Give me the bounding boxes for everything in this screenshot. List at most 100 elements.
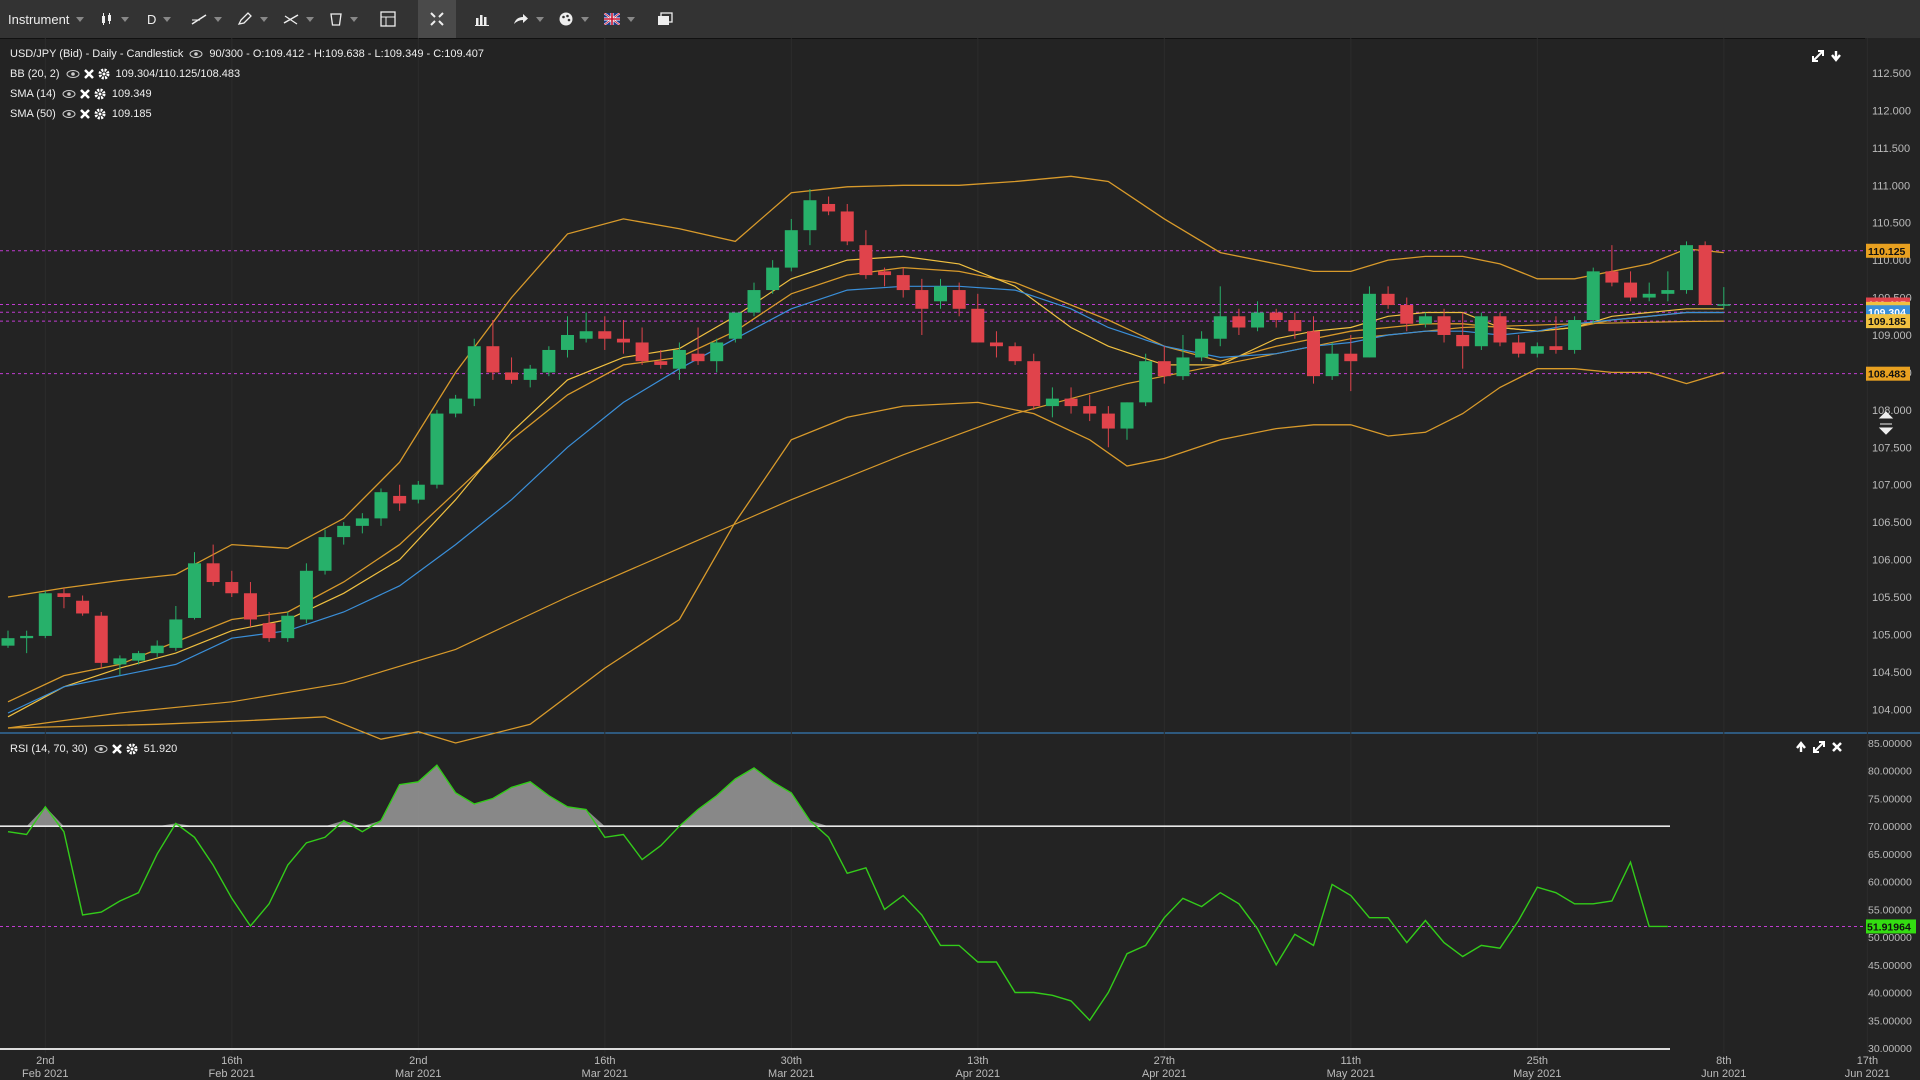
- window-button[interactable]: [657, 0, 673, 38]
- candle[interactable]: [1083, 406, 1097, 414]
- candle[interactable]: [1698, 245, 1712, 306]
- candle[interactable]: [76, 600, 90, 614]
- layout-button[interactable]: [380, 0, 396, 38]
- candle[interactable]: [38, 593, 52, 636]
- candle[interactable]: [1456, 334, 1470, 347]
- close-icon[interactable]: [111, 743, 123, 755]
- eye-icon[interactable]: [62, 109, 76, 119]
- candle[interactable]: [1232, 316, 1246, 328]
- eye-icon[interactable]: [62, 89, 76, 99]
- candle[interactable]: [299, 570, 313, 620]
- candle[interactable]: [57, 593, 71, 597]
- candle[interactable]: [616, 338, 630, 343]
- candle[interactable]: [262, 623, 276, 639]
- candle[interactable]: [374, 492, 388, 519]
- candle[interactable]: [523, 368, 537, 380]
- candle[interactable]: [1269, 312, 1283, 321]
- candle[interactable]: [113, 658, 127, 665]
- candle[interactable]: [1568, 320, 1582, 350]
- candle[interactable]: [1213, 316, 1227, 339]
- candle[interactable]: [1586, 271, 1600, 321]
- drawing-button[interactable]: [237, 0, 268, 38]
- candle[interactable]: [859, 245, 873, 276]
- candle[interactable]: [1139, 361, 1153, 403]
- candle[interactable]: [505, 372, 519, 380]
- candle[interactable]: [1288, 320, 1302, 332]
- close-icon[interactable]: [83, 68, 95, 80]
- candle[interactable]: [169, 619, 183, 648]
- delete-button[interactable]: [329, 0, 358, 38]
- candle[interactable]: [94, 615, 108, 663]
- arrow-up-icon[interactable]: [1795, 741, 1807, 753]
- candle[interactable]: [803, 200, 817, 231]
- candle[interactable]: [1, 638, 15, 646]
- candle[interactable]: [355, 518, 369, 526]
- expand-icon[interactable]: [1812, 50, 1824, 62]
- candle[interactable]: [1512, 342, 1526, 354]
- candle[interactable]: [598, 331, 612, 339]
- candle[interactable]: [1344, 353, 1358, 362]
- candle[interactable]: [1064, 398, 1078, 407]
- chart-area[interactable]: 112.500 112.000 111.500 111.000 110.500 110.0…: [0, 38, 1920, 1080]
- candle[interactable]: [934, 286, 947, 302]
- candle[interactable]: [132, 653, 146, 661]
- candle[interactable]: [1101, 413, 1115, 429]
- candle[interactable]: [542, 349, 556, 373]
- candle[interactable]: [1474, 316, 1488, 347]
- instrument-dropdown[interactable]: Instrument: [8, 0, 85, 38]
- candle[interactable]: [1307, 331, 1320, 377]
- gear-icon[interactable]: [94, 108, 106, 120]
- timeframe-dropdown[interactable]: D: [147, 0, 172, 38]
- axis-scale-icon[interactable]: [1878, 411, 1894, 435]
- candle[interactable]: [561, 334, 574, 350]
- candle[interactable]: [243, 593, 257, 620]
- candlestick-type-button[interactable]: [100, 0, 129, 38]
- candle[interactable]: [1400, 305, 1414, 324]
- candle[interactable]: [1157, 361, 1171, 377]
- eye-icon[interactable]: [66, 69, 80, 79]
- candle[interactable]: [411, 484, 425, 500]
- eye-icon[interactable]: [94, 744, 108, 754]
- close-icon[interactable]: [79, 88, 91, 100]
- gear-icon[interactable]: [126, 743, 138, 755]
- tools-button[interactable]: [283, 0, 314, 38]
- candle[interactable]: [20, 635, 34, 639]
- close-icon[interactable]: [1831, 741, 1843, 753]
- candle[interactable]: [1680, 245, 1693, 291]
- language-button[interactable]: [604, 0, 635, 38]
- candle[interactable]: [1120, 402, 1134, 429]
- candle[interactable]: [150, 645, 164, 654]
- candle[interactable]: [1008, 346, 1022, 362]
- rsi-line[interactable]: [7, 764, 1668, 1022]
- candle[interactable]: [1717, 304, 1731, 306]
- candle[interactable]: [766, 267, 780, 291]
- candle[interactable]: [878, 271, 892, 276]
- gear-icon[interactable]: [94, 88, 106, 100]
- candle[interactable]: [784, 230, 798, 268]
- candle[interactable]: [1381, 293, 1395, 306]
- candle[interactable]: [1642, 293, 1656, 298]
- candle[interactable]: [1624, 282, 1638, 298]
- candle[interactable]: [337, 525, 351, 538]
- close-icon[interactable]: [79, 108, 91, 120]
- candle[interactable]: [1045, 398, 1059, 407]
- candle[interactable]: [1251, 312, 1265, 328]
- candle[interactable]: [952, 290, 966, 309]
- candle[interactable]: [635, 342, 649, 362]
- candle[interactable]: [225, 582, 239, 594]
- trendline-button[interactable]: [191, 0, 222, 38]
- candle[interactable]: [1195, 338, 1209, 358]
- candle[interactable]: [1661, 290, 1675, 294]
- price-chart[interactable]: 112.500 112.000 111.500 111.000 110.500 110.0…: [0, 38, 1920, 1080]
- candle[interactable]: [188, 563, 201, 618]
- candle[interactable]: [486, 346, 500, 373]
- eye-icon[interactable]: [189, 49, 203, 59]
- candle[interactable]: [1493, 316, 1507, 343]
- candle[interactable]: [654, 361, 668, 365]
- candle[interactable]: [206, 563, 220, 583]
- candle[interactable]: [393, 495, 407, 504]
- candle[interactable]: [1362, 293, 1376, 358]
- fullscreen-button[interactable]: [418, 0, 456, 38]
- bar-chart-button[interactable]: [475, 0, 489, 38]
- candle[interactable]: [971, 308, 985, 343]
